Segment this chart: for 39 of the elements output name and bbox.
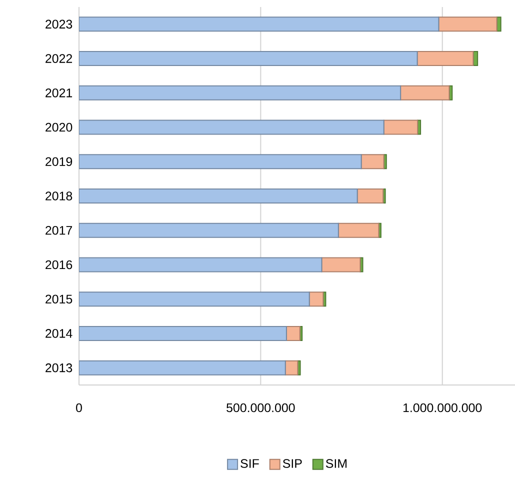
bar: [360, 154, 384, 170]
bar: [438, 16, 498, 32]
bar: [338, 222, 380, 238]
bar: [356, 188, 384, 204]
legend-label: SIP: [282, 459, 302, 468]
bar: [79, 360, 286, 376]
y-tick-label: 2016: [46, 260, 72, 270]
y-tick-label: 2014: [46, 329, 72, 338]
bar: [79, 326, 287, 341]
bar: [79, 16, 440, 32]
bar: [284, 360, 298, 376]
bar: [308, 292, 324, 307]
legend-label: SIM: [326, 459, 347, 468]
y-tick-label: 2022: [46, 54, 72, 63]
bar: [321, 257, 361, 272]
bar: [79, 85, 402, 100]
legend-label: SIF: [240, 459, 259, 468]
bar: [416, 51, 474, 66]
bar: [79, 257, 322, 272]
bar: [79, 154, 362, 170]
bar: [79, 51, 418, 66]
y-tick-label: 2018: [46, 192, 72, 200]
y-tick-label: 2015: [46, 294, 72, 304]
x-tick-label: 1.000.000.000: [403, 403, 482, 412]
bar: [400, 85, 450, 100]
x-tick-label: 500.000.000: [226, 403, 295, 412]
bar: [79, 222, 339, 238]
y-tick-label: 2013: [46, 363, 72, 372]
x-tick-label: 0: [76, 403, 82, 412]
y-tick-label: 2021: [46, 88, 72, 98]
y-tick-label: 2023: [46, 20, 72, 29]
bar: [79, 120, 384, 135]
y-tick-label: 2019: [46, 157, 72, 166]
bar: [79, 292, 310, 307]
bar: [79, 188, 358, 204]
y-tick-label: 2020: [46, 122, 72, 132]
bar: [383, 120, 418, 135]
y-tick-label: 2017: [46, 226, 72, 235]
bar: [286, 326, 300, 341]
